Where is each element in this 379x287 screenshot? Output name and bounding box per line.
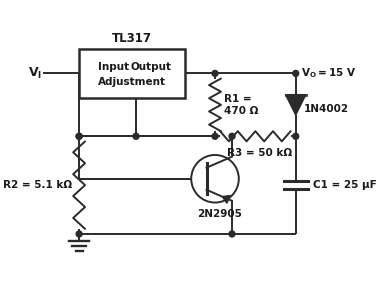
Circle shape <box>229 133 235 139</box>
Circle shape <box>212 70 218 76</box>
Text: R3 = 50 kΩ: R3 = 50 kΩ <box>227 148 292 158</box>
Circle shape <box>212 133 218 139</box>
Circle shape <box>293 133 299 139</box>
Text: C1 = 25 μF: C1 = 25 μF <box>313 180 376 190</box>
Text: 1N4002: 1N4002 <box>304 104 349 114</box>
Text: R1 =
470 Ω: R1 = 470 Ω <box>224 94 258 116</box>
Text: 2N2905: 2N2905 <box>197 209 242 219</box>
Circle shape <box>293 70 299 76</box>
Text: Output: Output <box>130 62 171 72</box>
Polygon shape <box>285 95 306 115</box>
Text: $\mathbf{V_I}$: $\mathbf{V_I}$ <box>28 66 42 81</box>
Text: $\mathbf{V_O = 15\ V}$: $\mathbf{V_O = 15\ V}$ <box>301 67 356 80</box>
Text: Input: Input <box>98 62 129 72</box>
Circle shape <box>76 231 82 237</box>
Text: TL317: TL317 <box>112 32 152 45</box>
Circle shape <box>76 133 82 139</box>
Circle shape <box>76 133 82 139</box>
Text: Adjustment: Adjustment <box>98 77 166 87</box>
Circle shape <box>229 231 235 237</box>
Circle shape <box>133 133 139 139</box>
Text: R2 = 5.1 kΩ: R2 = 5.1 kΩ <box>3 180 72 190</box>
Polygon shape <box>222 195 230 203</box>
FancyBboxPatch shape <box>79 49 185 98</box>
